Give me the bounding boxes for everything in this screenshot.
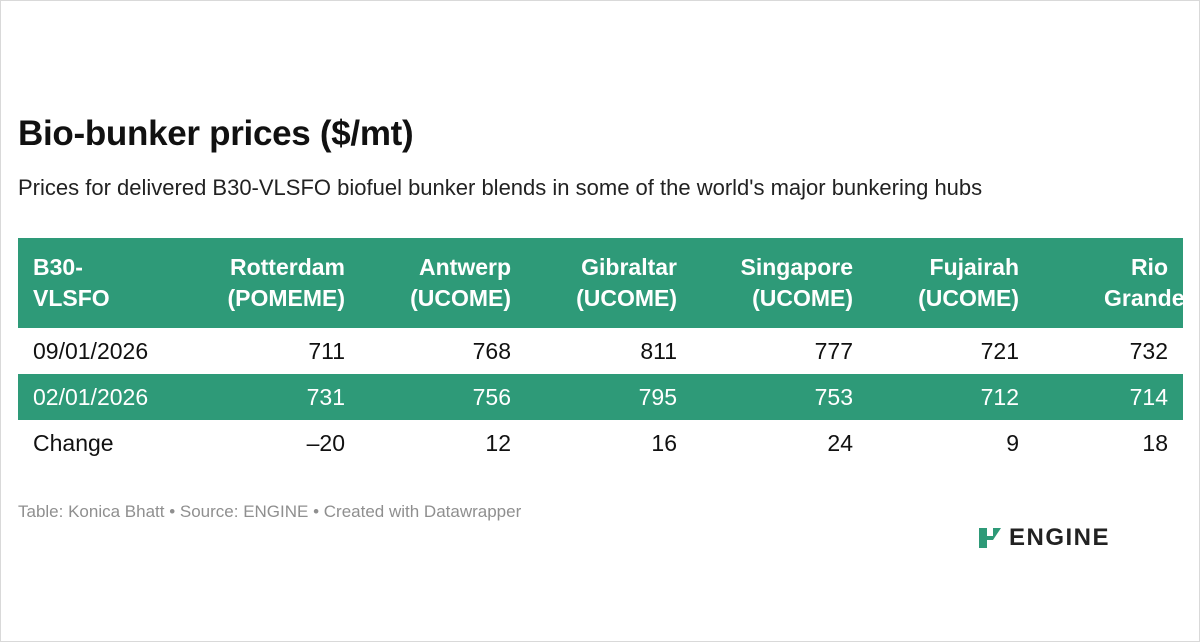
value-cell: 714 <box>1129 383 1168 410</box>
column-header-2: Antwerp (UCOME) <box>410 254 511 311</box>
row-label-cell: 02/01/2026 <box>33 383 149 410</box>
column-header-5: Fujairah (UCOME) <box>918 254 1019 311</box>
value-cell: 795 <box>638 383 677 410</box>
row-label-cell: Change <box>33 429 114 456</box>
table-row: 09/01/2026 711 768 811 777 721 732 <box>18 328 1183 374</box>
chart-footer: Table: Konica Bhatt • Source: ENGINE • C… <box>18 502 522 521</box>
row-label-cell: 09/01/2026 <box>33 337 149 364</box>
value-cell: 756 <box>472 383 511 410</box>
value-cell: 768 <box>472 337 511 364</box>
chart-title: Bio-bunker prices ($/mt) <box>18 114 414 153</box>
engine-logo: ENGINE <box>978 524 1111 551</box>
table-row: Change –20 12 16 24 9 18 <box>18 420 1183 466</box>
value-cell: 777 <box>814 337 853 364</box>
table-body: 09/01/2026 711 768 811 777 721 732 02/01/2026 73… <box>18 328 1183 466</box>
value-cell: 753 <box>814 383 853 410</box>
price-table: B30-VLSFO Rotterdam (POMEME) Antwerp (UCOM… <box>18 238 1183 466</box>
value-cell: 712 <box>980 383 1019 410</box>
column-header-1: Rotterdam (POMEME) <box>227 254 345 311</box>
column-header-6: Rio Grande <box>1104 254 1183 311</box>
value-cell: 711 <box>308 337 345 364</box>
column-header-0: B30-VLSFO <box>33 254 110 311</box>
table-row: 02/01/2026 731 756 795 753 712 714 <box>18 374 1183 420</box>
chart-subtitle: Prices for delivered B30-VLSFO biofuel b… <box>18 175 983 200</box>
value-cell: –20 <box>306 429 345 456</box>
engine-logo-icon <box>978 526 1002 550</box>
column-header-3: Gibraltar (UCOME) <box>576 254 677 311</box>
value-cell: 721 <box>980 337 1019 364</box>
value-cell: 811 <box>640 337 677 364</box>
column-header-4: Singapore (UCOME) <box>740 254 853 311</box>
value-cell: 16 <box>651 429 677 456</box>
value-cell: 24 <box>827 429 853 456</box>
value-cell: 731 <box>306 383 345 410</box>
engine-logo-text: ENGINE <box>1009 524 1111 551</box>
table-header-row: B30-VLSFO Rotterdam (POMEME) Antwerp (UCOM… <box>18 238 1183 328</box>
value-cell: 732 <box>1129 337 1168 364</box>
value-cell: 12 <box>485 429 511 456</box>
value-cell: 9 <box>1006 429 1019 456</box>
value-cell: 18 <box>1142 429 1168 456</box>
